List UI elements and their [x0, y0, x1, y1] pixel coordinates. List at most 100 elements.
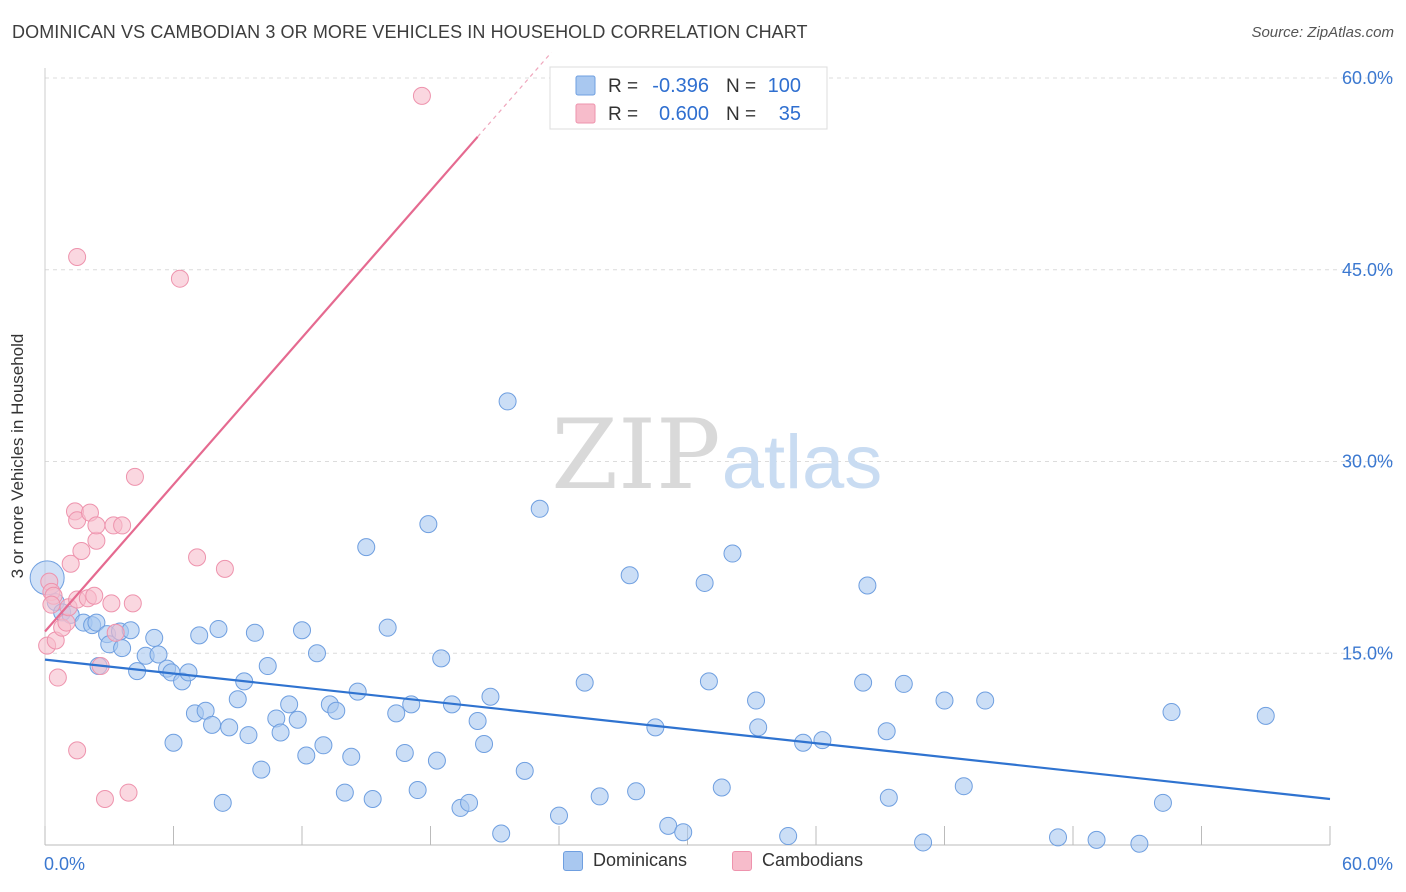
- dominican-point: [1256, 706, 1275, 725]
- x-tick-label-1: 60.0%: [1342, 854, 1393, 874]
- cambodian-point: [95, 789, 114, 808]
- watermark: ZIP atlas: [551, 399, 882, 511]
- cambodian-point: [215, 559, 234, 578]
- dominican-point: [747, 691, 766, 710]
- dominican-point: [245, 623, 264, 642]
- dominican-point: [432, 649, 451, 668]
- y-tick-label-1: 30.0%: [1342, 452, 1393, 472]
- dominican-point: [149, 645, 168, 664]
- dominican-point: [954, 777, 973, 796]
- legend-r-label-cambodians: R =: [608, 104, 638, 125]
- dominican-point: [327, 701, 346, 720]
- dominican-point: [307, 644, 326, 663]
- dominican-point: [1162, 703, 1181, 722]
- dominican-point: [498, 392, 517, 411]
- dominican-point: [530, 499, 549, 518]
- dominican-point: [695, 573, 714, 592]
- cambodian-point: [68, 741, 87, 760]
- legend-r-value-dominicans: -0.396: [652, 75, 709, 97]
- dominican-point: [481, 687, 500, 706]
- dominican-point: [492, 824, 511, 843]
- dominican-point: [427, 751, 446, 770]
- y-tick-label-3: 60.0%: [1342, 68, 1393, 88]
- dominican-point: [408, 781, 427, 800]
- dominican-point: [288, 710, 307, 729]
- dominican-point: [468, 712, 487, 731]
- cambodian-point: [113, 516, 132, 535]
- legend-r-label-dominicans: R =: [608, 76, 638, 97]
- dominican-point: [378, 618, 397, 637]
- dominican-point: [879, 788, 898, 807]
- dominican-point: [1087, 830, 1106, 849]
- dominican-point: [190, 626, 209, 645]
- cambodian-point: [87, 516, 106, 535]
- dominican-point: [179, 663, 198, 682]
- dominican-point: [858, 576, 877, 595]
- cambodian-point: [106, 623, 125, 642]
- dominican-point: [475, 735, 494, 754]
- x-tick-label-0: 0.0%: [44, 854, 85, 874]
- trend-lines: [44, 52, 1331, 801]
- legend-item-cambodians: Cambodians: [732, 850, 863, 871]
- dominican-point: [749, 718, 768, 737]
- dominican-point: [699, 672, 718, 691]
- dominican-point: [314, 736, 333, 755]
- cambodian-point: [102, 594, 121, 613]
- dominican-point: [914, 833, 933, 852]
- dominican-point: [935, 691, 954, 710]
- dominican-point: [627, 782, 646, 801]
- dominican-point: [387, 704, 406, 723]
- dominican-point: [342, 747, 361, 766]
- dominican-point: [723, 544, 742, 563]
- dominican-point: [220, 718, 239, 737]
- legend-item-dominicans: Dominicans: [563, 850, 687, 871]
- dominican-point: [209, 619, 228, 638]
- cambodian-point: [123, 594, 142, 613]
- legend-r-value-cambodians: 0.600: [659, 103, 709, 125]
- dominican-point: [659, 816, 678, 835]
- legend-swatch-dominicans-bottom: [563, 850, 583, 871]
- cambodian-points: [38, 86, 431, 808]
- dominican-point: [1130, 834, 1149, 853]
- cambodian-point: [188, 548, 207, 567]
- cambodian-point: [170, 269, 189, 288]
- cambodian-point: [119, 783, 138, 802]
- y-tick-label-0: 15.0%: [1342, 643, 1393, 663]
- legend-n-value-cambodians: 35: [779, 103, 801, 125]
- dominican-point: [674, 823, 693, 842]
- dominican-point: [113, 639, 132, 658]
- dominican-point: [712, 778, 731, 797]
- dominican-point: [271, 723, 290, 742]
- legend-label-cambodians: Cambodians: [762, 850, 864, 870]
- dominican-point: [280, 695, 299, 714]
- axes: [44, 68, 1331, 846]
- y-tick-label-2: 45.0%: [1342, 260, 1393, 280]
- dominican-point: [335, 783, 354, 802]
- dominican-point: [550, 806, 568, 825]
- dominican-point: [1153, 793, 1172, 812]
- dominican-point: [252, 760, 271, 779]
- watermark-zip: ZIP: [551, 399, 720, 511]
- dominican-point: [779, 827, 798, 846]
- dominican-point: [164, 733, 183, 752]
- dominican-point: [293, 621, 311, 640]
- dominican-point: [854, 673, 873, 692]
- legend-label-dominicans: Dominicans: [593, 850, 688, 870]
- cambodian-point: [125, 467, 144, 486]
- cambodian-point: [85, 586, 104, 605]
- grid-lines: [45, 77, 1395, 654]
- legend-swatch-dominicans: [575, 75, 596, 96]
- dominican-point: [213, 793, 232, 812]
- cambodian-trend-extension: [477, 52, 552, 138]
- dominican-point: [348, 682, 367, 701]
- dominican-point: [363, 789, 382, 808]
- dominican-point: [419, 515, 438, 534]
- legend-swatch-cambodians: [575, 103, 596, 124]
- legend-box: [549, 66, 828, 130]
- cambodian-point: [61, 554, 80, 573]
- legend-swatch-cambodians-bottom: [732, 850, 752, 871]
- cambodian-point: [48, 668, 67, 687]
- dominican-point: [813, 731, 832, 750]
- dominican-point: [258, 657, 277, 676]
